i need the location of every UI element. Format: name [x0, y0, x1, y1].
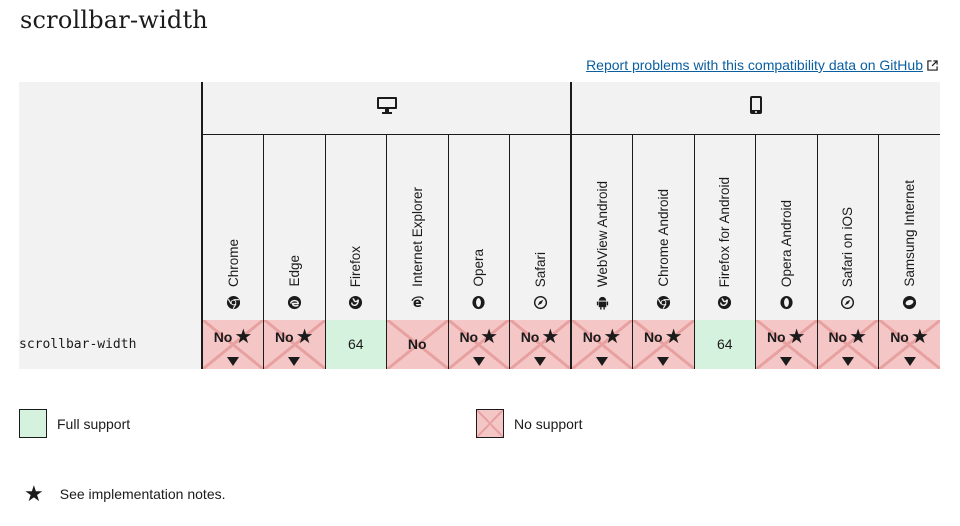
platform-mobile: [570, 82, 940, 135]
chrome-icon: [226, 295, 241, 310]
browser-name: Chrome Android: [655, 189, 671, 287]
opera-icon: [471, 295, 486, 310]
star-icon: ★: [664, 326, 683, 348]
chrome-icon: [656, 295, 671, 310]
compat-table: Chrome Edge Firefox Internet Explorer e Opera…: [19, 82, 940, 369]
triangle-down-icon[interactable]: [903, 357, 916, 366]
star-icon: ★: [849, 326, 868, 348]
support-cell-internet-explorer[interactable]: No: [386, 320, 448, 369]
browser-header-firefox: Firefox: [324, 134, 387, 320]
triangle-down-icon[interactable]: [780, 357, 793, 366]
triangle-down-icon[interactable]: [841, 357, 854, 366]
browser-header-safari-on-ios: Safari on iOS: [816, 134, 879, 320]
star-icon: ★: [480, 326, 499, 348]
desktop-icon: [376, 97, 397, 115]
report-link-label: Report problems with this compatibility …: [586, 57, 923, 73]
browser-name: WebView Android: [594, 180, 610, 287]
firefox-icon: [717, 295, 732, 310]
support-status: No: [520, 329, 540, 345]
browser-name: Chrome: [225, 238, 241, 287]
browser-name: Opera: [471, 249, 487, 287]
support-cell-firefox-for-android[interactable]: 64: [693, 320, 756, 369]
full-support-swatch: [19, 409, 47, 438]
support-version: 64: [347, 336, 364, 352]
star-icon: ★: [234, 326, 253, 348]
browser-header-edge: Edge: [263, 134, 325, 320]
ie-icon: e: [410, 295, 425, 310]
legend-notes-label: See implementation notes.: [59, 486, 226, 502]
star-icon: ★: [787, 326, 806, 348]
safari-icon: [840, 295, 855, 310]
support-status: No: [274, 329, 294, 345]
support-status: No: [213, 329, 233, 345]
edge-icon: [287, 295, 302, 310]
legend-full-support-label: Full support: [57, 415, 131, 432]
support-cell-safari[interactable]: No ★: [509, 320, 571, 369]
browser-header-firefox-for-android: Firefox for Android: [693, 134, 756, 320]
support-cell-webview-android[interactable]: No ★: [570, 320, 633, 369]
legend-full-support: Full support: [19, 409, 130, 438]
support-status: No: [766, 329, 786, 345]
support-cell-chrome[interactable]: No ★: [201, 320, 264, 369]
support-cell-opera[interactable]: No ★: [447, 320, 510, 369]
firefox-icon: [348, 295, 363, 310]
support-cell-chrome-android[interactable]: No ★: [632, 320, 694, 369]
browser-header-chrome: Chrome: [201, 134, 264, 320]
browser-name: Safari: [532, 251, 548, 287]
android-icon: [595, 295, 610, 310]
legend-no-support: No support: [476, 409, 582, 438]
star-icon: ★: [603, 326, 622, 348]
support-status: No: [407, 336, 427, 352]
browser-header-chrome-android: Chrome Android: [632, 134, 694, 320]
support-version: 64: [716, 336, 733, 352]
feature-name: scrollbar-width: [19, 320, 202, 369]
browser-header-safari: Safari: [509, 134, 571, 320]
support-status: No: [459, 329, 479, 345]
opera-icon: [779, 295, 794, 310]
samsung-icon: [902, 295, 917, 310]
browser-header-webview-android: WebView Android: [570, 134, 633, 320]
browser-name: Samsung Internet: [902, 180, 917, 287]
browser-name: Opera Android: [778, 199, 794, 287]
browser-name: Firefox: [348, 245, 364, 287]
browser-header-internet-explorer: Internet Explorer e: [386, 134, 448, 320]
triangle-down-icon[interactable]: [596, 357, 608, 366]
triangle-down-icon[interactable]: [534, 357, 546, 366]
support-cell-firefox[interactable]: 64: [324, 320, 387, 369]
browser-name: Internet Explorer: [409, 187, 425, 287]
mobile-icon: [750, 96, 762, 115]
support-status: No: [890, 329, 909, 345]
star-icon: ★: [541, 326, 560, 348]
no-support-swatch: [476, 409, 504, 438]
browser-header-opera: Opera: [447, 134, 510, 320]
page-title: scrollbar-width: [20, 6, 208, 34]
browser-name: Firefox for Android: [717, 176, 733, 287]
support-cell-opera-android[interactable]: No ★: [755, 320, 817, 369]
triangle-down-icon[interactable]: [227, 357, 239, 366]
browser-name: Safari on iOS: [840, 206, 856, 287]
triangle-down-icon[interactable]: [472, 357, 485, 366]
browser-name: Edge: [286, 255, 302, 287]
table-corner: [19, 82, 202, 320]
triangle-down-icon[interactable]: [657, 357, 670, 366]
report-problems-link[interactable]: Report problems with this compatibility …: [586, 57, 938, 73]
external-link-icon: [927, 59, 938, 71]
support-cell-safari-on-ios[interactable]: No ★: [816, 320, 879, 369]
legend-no-support-label: No support: [514, 415, 583, 432]
star-icon: ★: [24, 481, 44, 506]
safari-icon: [533, 295, 548, 310]
support-cell-samsung-internet[interactable]: No ★: [878, 320, 940, 369]
browser-header-samsung-internet: Samsung Internet: [878, 134, 940, 320]
triangle-down-icon[interactable]: [288, 357, 301, 366]
support-cell-edge[interactable]: No ★: [263, 320, 325, 369]
browser-header-opera-android: Opera Android: [755, 134, 817, 320]
legend-notes: ★ See implementation notes.: [24, 481, 226, 506]
support-status: No: [582, 329, 602, 345]
star-icon: ★: [910, 326, 929, 348]
svg-text:e: e: [413, 296, 422, 310]
support-status: No: [643, 329, 663, 345]
platform-desktop: [201, 82, 571, 135]
support-status: No: [828, 329, 848, 345]
star-icon: ★: [295, 326, 314, 348]
